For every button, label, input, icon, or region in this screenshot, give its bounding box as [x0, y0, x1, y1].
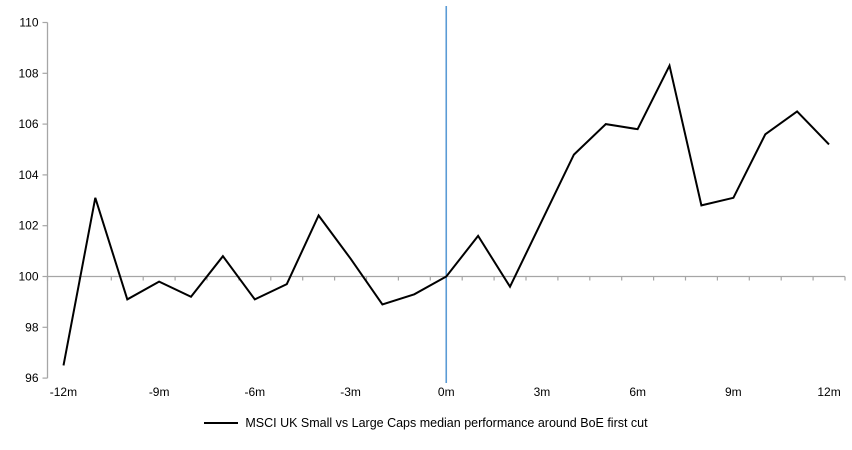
legend-line-sample	[204, 422, 239, 424]
y-axis-label: 100	[18, 270, 38, 284]
x-axis-label: -6m	[245, 385, 266, 399]
y-axis-label: 108	[18, 66, 38, 80]
y-axis-label: 110	[19, 16, 38, 30]
x-axis-label: 6m	[629, 385, 646, 399]
x-axis-label: 3m	[534, 385, 551, 399]
data-series-line	[62, 62, 830, 366]
x-axis-label: 9m	[725, 385, 742, 399]
y-axis-label: 96	[25, 371, 39, 385]
y-axis-label: 98	[25, 320, 39, 334]
y-axis-label: 104	[18, 168, 38, 182]
x-axis-label: 0m	[438, 385, 455, 399]
legend: MSCI UK Small vs Large Caps median perfo…	[0, 416, 852, 430]
y-axis-label: 102	[18, 219, 38, 233]
x-axis-label: -9m	[149, 385, 170, 399]
x-axis-label: -3m	[340, 385, 361, 399]
x-axis-label: -12m	[50, 385, 77, 399]
x-axis-label: 12m	[817, 385, 840, 399]
y-axis-label: 106	[18, 117, 38, 131]
legend-series-label: MSCI UK Small vs Large Caps median perfo…	[245, 416, 648, 430]
